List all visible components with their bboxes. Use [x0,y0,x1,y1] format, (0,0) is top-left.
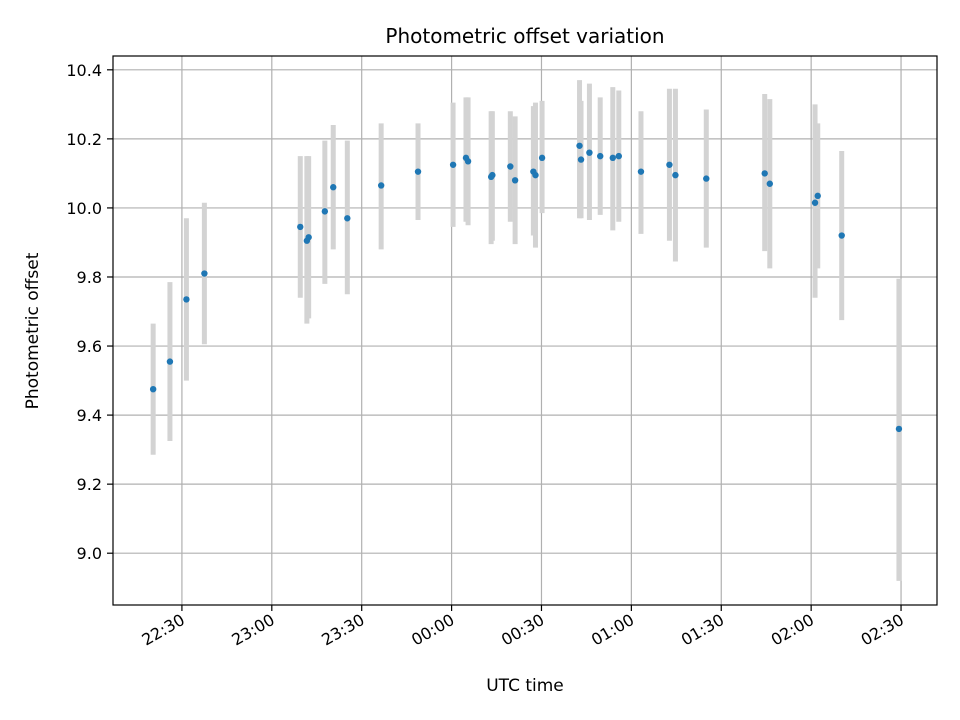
y-tick-label: 9.4 [77,406,102,425]
data-point [586,149,593,156]
data-point [330,184,337,191]
data-point [532,171,539,179]
y-tick-label: 9.0 [77,544,102,563]
data-point [377,182,385,189]
data-points [149,142,903,433]
y-tick-label: 10.4 [66,61,102,80]
data-point [507,163,514,170]
data-point [597,152,604,160]
y-axis: 9.0 9.2 9.4 9.6 9.8 10.0 10.2 10.4 [66,61,113,563]
y-axis-label: Photometric offset [23,252,43,409]
data-point [637,168,645,175]
chart-title: Photometric offset variation [385,24,664,48]
y-tick-label: 9.6 [77,337,102,356]
data-point [321,208,329,215]
x-axis-label: UTC time [486,676,564,696]
y-tick-label: 9.8 [77,268,102,287]
data-point [672,171,679,179]
data-point [895,425,903,433]
data-point [183,296,190,303]
data-point [576,142,583,149]
data-point [511,177,519,184]
data-point [838,232,845,239]
y-tick-label: 9.2 [77,475,102,494]
data-point [201,270,208,277]
data-point [615,152,622,160]
plot-frame [112,55,938,606]
data-point [811,199,819,206]
data-point [414,168,422,175]
data-point [761,170,768,177]
data-point [149,385,157,393]
data-point [766,180,774,187]
data-point [538,154,546,162]
data-point [489,171,496,179]
data-point [577,156,585,163]
data-point [344,215,351,222]
data-point [609,154,616,162]
data-point [464,158,472,165]
data-point [703,175,710,182]
grid [113,56,937,605]
data-point [449,161,457,168]
data-point [666,161,673,168]
y-tick-label: 10.0 [66,199,102,218]
data-point [814,192,821,200]
data-point [166,358,174,365]
data-point [297,223,304,231]
data-point [305,234,312,241]
y-tick-label: 10.2 [66,130,102,149]
